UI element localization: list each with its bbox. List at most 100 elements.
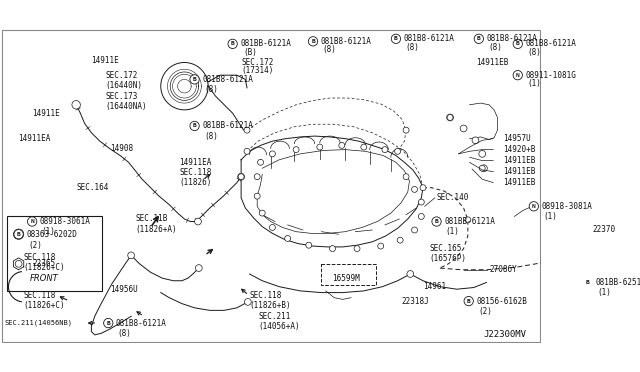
Circle shape xyxy=(412,227,417,233)
Text: 14908: 14908 xyxy=(110,144,133,153)
Circle shape xyxy=(269,224,275,230)
Circle shape xyxy=(195,265,202,272)
Circle shape xyxy=(244,148,250,154)
Text: B: B xyxy=(394,36,398,41)
Circle shape xyxy=(238,174,244,180)
Circle shape xyxy=(244,127,250,133)
Text: (8): (8) xyxy=(118,329,131,338)
Text: (8): (8) xyxy=(527,48,541,57)
Text: (11826+C): (11826+C) xyxy=(24,263,65,272)
Circle shape xyxy=(403,174,409,180)
Circle shape xyxy=(382,147,388,153)
Text: 14956U: 14956U xyxy=(110,285,138,294)
Text: SEC.165: SEC.165 xyxy=(430,244,462,253)
Text: (1): (1) xyxy=(543,212,557,221)
Text: SEC.118: SEC.118 xyxy=(24,253,56,262)
Text: 14911EA: 14911EA xyxy=(19,134,51,143)
Circle shape xyxy=(306,242,312,248)
Circle shape xyxy=(479,165,485,171)
Text: 22370: 22370 xyxy=(592,225,615,234)
Circle shape xyxy=(254,193,260,199)
Circle shape xyxy=(391,34,401,44)
Text: (11826+B): (11826+B) xyxy=(250,301,291,310)
Circle shape xyxy=(190,75,199,84)
Circle shape xyxy=(607,213,640,250)
Text: 081B8-6121A: 081B8-6121A xyxy=(525,39,576,48)
Text: J22300MV: J22300MV xyxy=(484,330,527,339)
Circle shape xyxy=(14,230,23,239)
Circle shape xyxy=(615,221,637,243)
Circle shape xyxy=(419,199,424,205)
Text: N: N xyxy=(30,219,34,224)
Text: SEC.173: SEC.173 xyxy=(106,92,138,101)
Text: 081B8-6121A: 081B8-6121A xyxy=(321,37,371,46)
Text: 08918-3061A: 08918-3061A xyxy=(40,217,91,226)
Circle shape xyxy=(259,210,265,216)
Circle shape xyxy=(513,39,522,48)
Text: 14961: 14961 xyxy=(423,282,446,291)
Text: 14911EB: 14911EB xyxy=(504,178,536,187)
Circle shape xyxy=(395,148,401,154)
Text: B: B xyxy=(17,232,20,237)
Circle shape xyxy=(330,246,335,251)
Text: SEC.118: SEC.118 xyxy=(24,291,56,299)
Text: (17314): (17314) xyxy=(241,67,273,76)
Text: (16576P): (16576P) xyxy=(430,254,467,263)
Text: 27086Y: 27086Y xyxy=(489,265,516,274)
Text: SEC.164: SEC.164 xyxy=(76,183,109,192)
Text: (8): (8) xyxy=(204,132,218,141)
Circle shape xyxy=(237,173,244,180)
Text: 081BB-6121A: 081BB-6121A xyxy=(444,217,495,226)
Circle shape xyxy=(254,174,260,180)
Text: (8): (8) xyxy=(204,85,218,94)
Text: 16599M: 16599M xyxy=(333,274,360,283)
Bar xyxy=(7,217,102,291)
Circle shape xyxy=(407,270,413,278)
Circle shape xyxy=(465,217,471,223)
Circle shape xyxy=(269,151,275,157)
Text: SEC.211(14056NB): SEC.211(14056NB) xyxy=(4,320,72,326)
Circle shape xyxy=(361,144,367,150)
Text: 14911EA: 14911EA xyxy=(179,158,212,167)
Text: 08911-1081G: 08911-1081G xyxy=(525,71,576,80)
Circle shape xyxy=(529,202,538,211)
Text: SEC.11B: SEC.11B xyxy=(136,215,168,224)
Text: N: N xyxy=(516,73,520,78)
Text: SEC.172: SEC.172 xyxy=(241,58,273,67)
Text: B: B xyxy=(467,299,470,304)
Text: (14056+A): (14056+A) xyxy=(258,322,300,331)
Circle shape xyxy=(104,318,113,328)
Circle shape xyxy=(460,125,467,132)
Text: 081BB-6251A: 081BB-6251A xyxy=(596,278,640,287)
Bar xyxy=(607,202,640,261)
Circle shape xyxy=(339,142,345,148)
Text: FRONT: FRONT xyxy=(29,274,58,283)
Circle shape xyxy=(128,252,134,259)
Text: B: B xyxy=(586,280,590,285)
Text: SEC.140: SEC.140 xyxy=(436,193,469,202)
Circle shape xyxy=(464,296,474,306)
Text: (8): (8) xyxy=(323,45,336,54)
Text: 08363-6202D: 08363-6202D xyxy=(26,230,77,239)
Text: B: B xyxy=(231,41,234,46)
Text: SEC.118: SEC.118 xyxy=(179,168,212,177)
Circle shape xyxy=(317,144,323,150)
Text: B: B xyxy=(516,41,520,46)
Text: B: B xyxy=(17,232,20,237)
Circle shape xyxy=(419,214,424,219)
Text: 08156-6162B: 08156-6162B xyxy=(476,296,527,305)
Circle shape xyxy=(195,218,202,225)
Circle shape xyxy=(447,115,453,121)
Text: 14911EB: 14911EB xyxy=(504,167,536,176)
Circle shape xyxy=(285,235,291,241)
Circle shape xyxy=(293,147,299,153)
Text: (2): (2) xyxy=(478,307,492,316)
Text: (1): (1) xyxy=(527,79,541,88)
Text: B: B xyxy=(193,124,196,128)
Text: 22365: 22365 xyxy=(32,259,55,268)
Text: 08918-3081A: 08918-3081A xyxy=(541,202,592,211)
Circle shape xyxy=(513,71,522,80)
Circle shape xyxy=(432,217,441,226)
Circle shape xyxy=(228,39,237,48)
Circle shape xyxy=(397,237,403,243)
